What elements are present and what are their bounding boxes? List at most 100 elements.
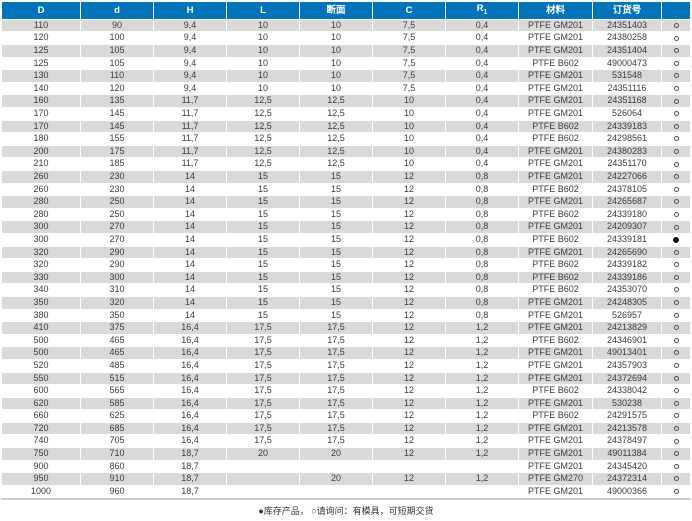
table-cell: PTFE GM201 <box>519 460 592 473</box>
table-cell: 10 <box>227 82 299 95</box>
stock-cell <box>662 259 690 271</box>
table-cell: 12 <box>373 259 445 271</box>
table-cell: 585 <box>81 397 153 410</box>
table-cell: 10 <box>227 57 299 70</box>
table-cell: 270 <box>81 233 153 246</box>
stock-cell <box>662 271 690 284</box>
stock-cell <box>662 473 690 485</box>
table-row: 320 290 14 15 15 12 0,8 PTFE GM201 24265690 <box>2 246 690 259</box>
table-cell: 300 <box>81 271 153 284</box>
table-cell: 620 <box>2 397 80 410</box>
table-cell <box>227 473 299 485</box>
table-cell: 465 <box>81 334 153 347</box>
table-cell: 12,5 <box>227 108 299 120</box>
table-row: 500 465 16,4 17,5 17,5 12 1,2 PTFE GM201 4901340… <box>2 347 690 359</box>
table-cell: 0,8 <box>446 271 518 284</box>
column-header: R1 <box>446 2 518 19</box>
table-cell: 10 <box>227 19 299 32</box>
table-cell: 10 <box>373 133 445 145</box>
table-cell: 100 <box>81 32 153 45</box>
table-cell: 10 <box>227 45 299 57</box>
table-cell: 105 <box>81 45 153 57</box>
table-cell: 12 <box>373 347 445 359</box>
table-cell: 260 <box>2 171 80 183</box>
table-cell: 24372314 <box>593 473 661 485</box>
table-cell <box>373 485 445 498</box>
stock-on-request-icon <box>673 211 679 217</box>
table-cell: 16,4 <box>154 322 226 334</box>
table-cell: 10 <box>373 145 445 158</box>
table-cell: PTFE B602 <box>519 57 592 70</box>
column-header: 断面 <box>300 2 372 19</box>
table-cell: 24351403 <box>593 19 661 32</box>
table-cell: 12 <box>373 171 445 183</box>
stock-on-request-icon <box>673 161 679 167</box>
stock-on-request-icon <box>673 325 679 331</box>
table-cell: 1,2 <box>446 385 518 397</box>
table-cell: 1,2 <box>446 448 518 460</box>
table-cell: 110 <box>81 70 153 82</box>
stock-cell <box>662 410 690 422</box>
table-cell: 17,5 <box>227 359 299 372</box>
table-cell: 15 <box>300 196 372 208</box>
table-cell: 290 <box>81 259 153 271</box>
stock-on-request-icon <box>673 262 679 268</box>
table-cell <box>446 485 518 498</box>
stock-cell <box>662 397 690 410</box>
table-cell: 300 <box>2 233 80 246</box>
table-cell: 10 <box>227 32 299 45</box>
table-cell: 0,8 <box>446 246 518 259</box>
table-row: 330 300 14 15 15 12 0,8 PTFE B602 24339186 <box>2 271 690 284</box>
table-cell: PTFE GM201 <box>519 435 592 448</box>
table-cell: 155 <box>81 133 153 145</box>
stock-cell <box>662 284 690 296</box>
table-cell: 20 <box>300 448 372 460</box>
stock-on-request-icon <box>673 73 679 79</box>
table-cell: 14 <box>154 221 226 233</box>
table-cell: 17,5 <box>300 435 372 448</box>
table-cell: 15 <box>227 246 299 259</box>
table-cell: 10 <box>300 82 372 95</box>
table-row: 350 320 14 15 15 12 0,8 PTFE GM201 24248305 <box>2 296 690 309</box>
table-row: 600 565 16,4 17,5 17,5 12 1,2 PTFE B602 24338042 <box>2 385 690 397</box>
table-cell: 0,8 <box>446 233 518 246</box>
table-cell: 24351116 <box>593 82 661 95</box>
stock-in-stock-icon <box>673 236 679 243</box>
table-cell: 910 <box>81 473 153 485</box>
table-cell: 0,4 <box>446 82 518 95</box>
table-cell: 9,4 <box>154 19 226 32</box>
table-cell: 12 <box>373 271 445 284</box>
table-cell: 12 <box>373 183 445 196</box>
stock-on-request-icon <box>673 426 679 432</box>
table-cell: 17,5 <box>300 372 372 385</box>
stock-on-request-icon <box>673 451 679 457</box>
table-cell: 16,4 <box>154 422 226 435</box>
table-cell: 15 <box>300 171 372 183</box>
table-cell: 14 <box>154 309 226 322</box>
stock-cell <box>662 246 690 259</box>
table-cell: 15 <box>227 196 299 208</box>
table-cell: 14 <box>154 208 226 221</box>
table-cell: 0,8 <box>446 196 518 208</box>
table-cell: 15 <box>300 233 372 246</box>
table-cell: PTFE GM201 <box>519 372 592 385</box>
table-cell: 12,5 <box>227 133 299 145</box>
table-cell: 24351168 <box>593 95 661 108</box>
stock-on-request-icon <box>673 488 679 494</box>
table-cell: PTFE GM201 <box>519 296 592 309</box>
table-cell: 24209307 <box>593 221 661 233</box>
table-cell: 550 <box>2 372 80 385</box>
table-row: 620 585 16,4 17,5 17,5 12 1,2 PTFE GM201 530238 <box>2 397 690 410</box>
table-cell: 300 <box>2 221 80 233</box>
table-cell: 17,5 <box>300 359 372 372</box>
table-cell: PTFE GM201 <box>519 108 592 120</box>
column-header-blank <box>662 2 690 19</box>
stock-cell <box>662 322 690 334</box>
table-cell: 24213829 <box>593 322 661 334</box>
table-cell: 170 <box>2 120 80 133</box>
table-cell: PTFE GM201 <box>519 19 592 32</box>
table-cell: PTFE GM201 <box>519 145 592 158</box>
table-cell: 17,5 <box>227 435 299 448</box>
table-cell: PTFE B602 <box>519 183 592 196</box>
